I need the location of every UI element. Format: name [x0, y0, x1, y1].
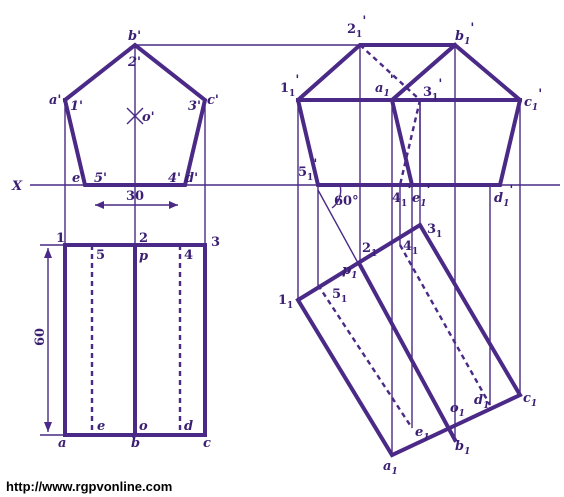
label-rt-o: o1	[450, 401, 465, 419]
label-rf-3: 31'	[423, 77, 442, 103]
label-3-prime: 3'	[188, 99, 201, 114]
label-rt-b: b1	[455, 439, 470, 457]
label-rf-2: 21'	[347, 14, 366, 40]
label-top-a: a	[58, 436, 66, 451]
label-e-prime: e'	[72, 171, 84, 186]
label-rt-2: 21	[362, 241, 377, 259]
dimension-width-label: 30	[126, 189, 144, 204]
label-top-d: d	[184, 419, 193, 434]
label-top-5: 5	[96, 248, 105, 263]
label-rt-4: 41	[403, 239, 418, 257]
label-top-e: e	[97, 419, 105, 434]
dimension-height-label: 60	[33, 328, 48, 346]
label-rt-5: 51	[332, 287, 347, 305]
rotated-front-hidden-23	[359, 44, 421, 101]
label-o-prime: o'	[142, 110, 155, 125]
center-mark-b	[126, 107, 144, 125]
label-b-prime: b'	[128, 29, 141, 44]
angle-arc	[331, 184, 342, 209]
label-rt-a: a1	[383, 459, 398, 477]
label-top-o: o	[139, 419, 148, 434]
top-view: 60	[33, 243, 207, 437]
label-rf-1: 11'	[280, 73, 299, 99]
label-rf-b: b1'	[455, 21, 474, 47]
dimension-width: 30	[95, 189, 178, 209]
top-view-labels: 1 2 3 5 p 4 a e b o d c	[56, 231, 220, 451]
label-2-prime: 2'	[127, 55, 141, 70]
label-top-c: c	[203, 436, 211, 451]
label-rt-p: p1	[342, 263, 357, 281]
label-5-prime: 5'	[94, 171, 107, 186]
rotated-top-labels: 21 p1 41 31 11 51 o1 d1 c1 e1 b1 a1	[278, 222, 537, 477]
label-4-prime: 4'	[168, 171, 181, 186]
rotated-top-center-edge	[357, 262, 458, 443]
label-rf-c: c1'	[524, 87, 542, 113]
reference-line-label: X	[11, 179, 23, 194]
label-top-1: 1	[56, 231, 65, 246]
rotated-top-hidden-5e	[316, 284, 414, 429]
label-top-3: 3	[211, 235, 220, 250]
rotated-top-rectangle	[295, 222, 523, 458]
rotated-top-hidden-4d	[398, 244, 492, 406]
rotated-front-edge-a	[389, 97, 415, 188]
label-rt-d: d1	[474, 393, 489, 411]
label-rt-c: c1	[523, 391, 537, 409]
label-rf-5: 51'	[298, 157, 317, 183]
label-c-prime: c'	[207, 93, 219, 108]
angle-label: 60°	[334, 194, 359, 209]
rotated-front-edge-ab	[389, 42, 458, 103]
front-pentagon	[62, 42, 208, 187]
front-view	[62, 42, 208, 187]
front-view-labels: b' 2' o' a' c' 1' 3' e' 5' 4' d'	[49, 29, 219, 186]
label-top-4: 4	[184, 248, 193, 263]
label-1-prime: 1'	[70, 99, 83, 114]
label-a-prime: a'	[49, 93, 61, 108]
label-top-p: p	[139, 249, 148, 264]
watermark-url: http://www.rgpvonline.com	[6, 479, 172, 494]
rotated-front-labels: 21' b1' 11' a1' 31' c1' 51' 41' e1' d1'	[280, 14, 542, 209]
label-rf-a: a1'	[375, 73, 394, 99]
rotated-top-view	[295, 222, 523, 458]
label-rf-d: d1'	[494, 183, 513, 209]
rotated-front-hidden-34	[398, 99, 422, 186]
rotated-front-view: 60°	[295, 42, 523, 209]
label-rt-1: 11	[278, 293, 293, 311]
label-top-b: b	[131, 436, 140, 451]
label-rf-e: e1'	[412, 183, 431, 209]
label-rt-3: 31	[427, 222, 442, 240]
label-rt-e: e1	[415, 425, 430, 443]
label-rf-4: 41'	[392, 183, 411, 209]
label-top-2: 2	[139, 231, 148, 246]
label-d-prime: d'	[185, 171, 198, 186]
